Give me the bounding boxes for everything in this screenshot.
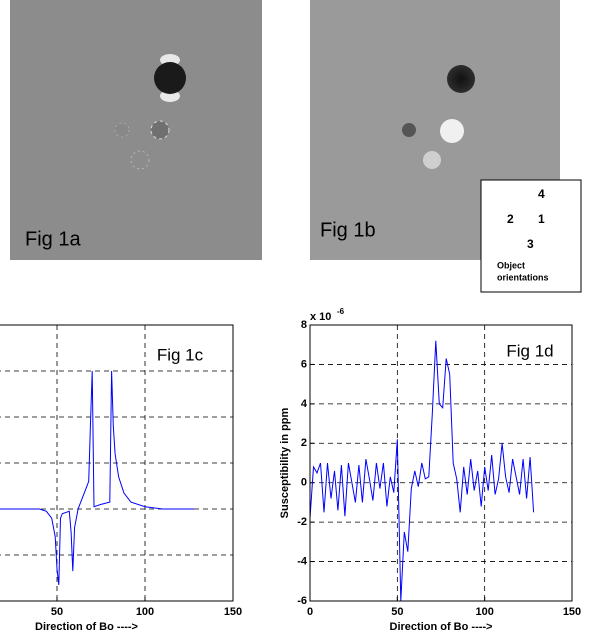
object — [114, 122, 130, 138]
image-1a: Fig 1a — [10, 0, 262, 260]
axis-exponent-power: -6 — [337, 307, 345, 316]
x-axis-label: Direction of Bo ----> — [35, 621, 138, 633]
axes-frame — [309, 324, 573, 602]
x-tick-label: 100 — [475, 606, 493, 618]
inset-number: 1 — [538, 212, 545, 226]
inset-number: 2 — [507, 212, 514, 226]
x-axis-label: Direction of Bo ----> — [390, 621, 493, 633]
x-tick-label: 50 — [51, 606, 63, 618]
object — [130, 150, 150, 170]
inset-caption: Object — [497, 260, 525, 270]
data-line — [309, 340, 535, 602]
y-tick-label: 6 — [301, 358, 307, 370]
y-tick-label: 8 — [301, 319, 307, 331]
inset-caption: orientations — [497, 272, 549, 282]
chart: 50 100 150 Fig 1c Direction of Bo ----> — [0, 324, 242, 633]
x-tick-label: 50 — [391, 606, 403, 618]
plot-area — [310, 325, 572, 601]
image-background — [10, 0, 262, 260]
axes-frame — [0, 324, 234, 602]
object — [154, 62, 186, 94]
y-tick-label: 0 — [301, 477, 307, 489]
image-1b: Fig 1b 4 2 1 3 Object orientations — [310, 0, 582, 293]
image-label: Fig 1b — [320, 219, 376, 241]
inset-number: 4 — [538, 187, 545, 201]
inset-box — [480, 179, 582, 293]
y-tick-label: -2 — [297, 516, 307, 528]
y-tick-label: -4 — [297, 555, 308, 567]
axis-exponent: x 10 — [310, 311, 331, 323]
chart-title: Fig 1c — [157, 345, 204, 364]
object — [447, 65, 475, 93]
chart-title: Fig 1d — [506, 341, 553, 360]
x-tick-label: 150 — [563, 606, 581, 618]
y-tick-label: 2 — [301, 437, 307, 449]
object — [423, 151, 441, 169]
y-axis-label: Susceptibility in ppm — [279, 407, 291, 518]
object — [150, 120, 170, 140]
y-tick-label: 4 — [301, 398, 308, 410]
chart: -6 -4 -2 0 2 4 6 8 0 50 100 150 Fig 1d Direction of B… — [279, 307, 581, 633]
object — [402, 123, 416, 137]
object — [440, 119, 464, 143]
x-tick-label: 150 — [224, 606, 242, 618]
data-line — [0, 370, 195, 585]
inset-number: 3 — [527, 237, 534, 251]
y-tick-label: -6 — [297, 595, 307, 607]
x-tick-label: 0 — [307, 606, 313, 618]
image-label: Fig 1a — [25, 228, 81, 250]
x-tick-label: 100 — [136, 606, 154, 618]
